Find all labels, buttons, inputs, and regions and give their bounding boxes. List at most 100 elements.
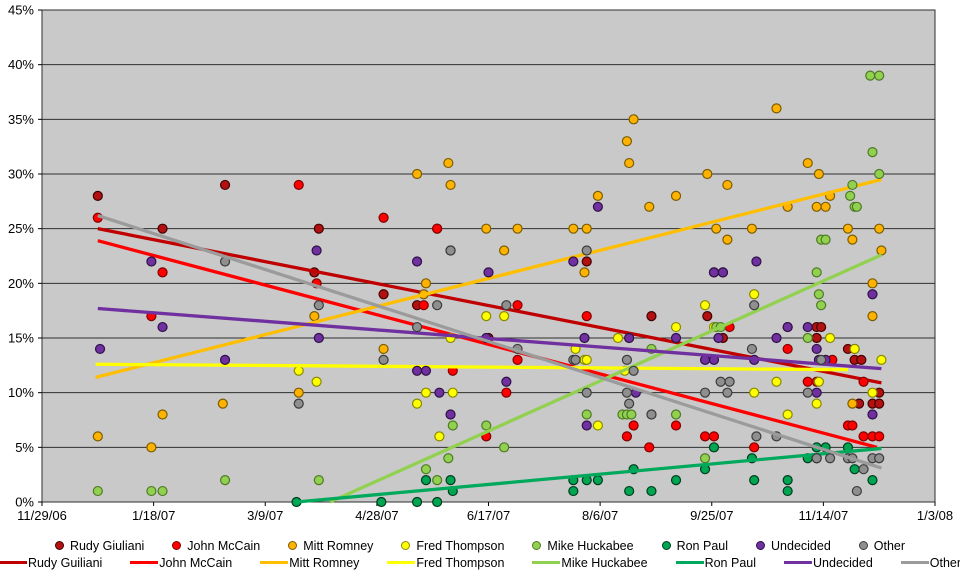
data-point-mike-huckabee <box>802 332 813 344</box>
data-point-mike-huckabee <box>670 409 682 420</box>
data-point-mitt-romney <box>624 157 635 169</box>
data-point-ron-paul <box>592 475 603 486</box>
x-axis-label: 11/14/07 <box>799 508 849 523</box>
data-point-other <box>816 354 827 365</box>
data-point-rudy-giuliani <box>856 354 867 365</box>
data-point-undecided <box>867 409 878 420</box>
data-point-fred-thompson <box>499 311 510 322</box>
data-point-john-mccain <box>749 442 760 453</box>
data-point-mitt-romney <box>702 168 713 180</box>
legend-marker-label: Mike Huckabee <box>547 538 634 553</box>
data-point-undecided <box>94 343 106 355</box>
data-point-other <box>313 300 324 311</box>
data-point-john-mccain <box>874 431 885 442</box>
legend-marker-label: Rudy Giuliani <box>69 538 145 553</box>
data-point-ron-paul <box>411 496 423 508</box>
data-point-mitt-romney <box>802 157 813 169</box>
data-point-other <box>501 300 512 311</box>
legend-line-item-ron-paul: Ron Paul <box>675 555 757 570</box>
data-point-john-mccain <box>802 376 813 387</box>
data-point-mike-huckabee <box>847 179 858 191</box>
trendline-mitt-romney <box>95 177 882 379</box>
y-axis-label: 40% <box>8 57 34 72</box>
ron-paul-trendline-icon <box>675 561 704 564</box>
trendline-undecided <box>97 306 882 371</box>
data-point-other <box>811 453 822 464</box>
legend-line-item-rudy-giuliani: Rudy Guiliani <box>0 556 102 570</box>
rudy-giuliani-marker-icon <box>54 541 64 550</box>
data-point-ron-paul <box>749 475 760 486</box>
data-point-other <box>624 398 635 409</box>
x-axis-label: 1/18/07 <box>132 508 175 523</box>
legend-line-label: Fred Thompson <box>416 555 505 570</box>
data-point-mitt-romney <box>481 223 492 234</box>
data-point-rudy-giuliani <box>581 256 592 267</box>
legend-line-item-undecided: Undecided <box>784 556 873 570</box>
data-point-other <box>628 365 639 376</box>
x-axis-label: 11/29/06 <box>17 508 67 523</box>
data-point-mike-huckabee <box>699 453 711 464</box>
data-point-other <box>715 376 726 387</box>
data-point-other <box>858 464 869 475</box>
data-point-john-mccain <box>621 431 633 442</box>
data-point-mitt-romney <box>876 245 887 256</box>
data-point-john-mccain <box>670 420 682 431</box>
data-point-mike-huckabee <box>851 201 862 212</box>
data-point-mitt-romney <box>378 343 389 355</box>
data-point-rudy-giuliani <box>646 311 657 322</box>
data-point-ron-paul <box>420 475 432 486</box>
data-point-other <box>621 387 633 398</box>
data-point-undecided <box>568 256 579 267</box>
x-axis-label: 1/3/08 <box>917 508 953 523</box>
data-point-undecided <box>219 354 231 365</box>
legend-item-mitt-romney: Mitt Romney <box>288 539 373 553</box>
data-point-mitt-romney <box>420 278 432 289</box>
data-point-other <box>751 431 762 442</box>
data-point-undecided <box>579 332 590 344</box>
rudy-giuliani-trendline-icon <box>0 561 27 564</box>
data-point-undecided <box>782 321 793 333</box>
data-point-undecided <box>146 256 157 267</box>
data-point-john-mccain <box>512 354 523 365</box>
data-point-other <box>411 321 423 333</box>
series-other <box>97 213 885 497</box>
data-point-fred-thompson <box>481 311 492 322</box>
data-point-other <box>570 354 581 365</box>
data-point-mike-huckabee <box>874 70 885 81</box>
data-point-fred-thompson <box>411 398 423 409</box>
data-point-undecided <box>708 267 720 278</box>
data-point-ron-paul <box>568 485 579 497</box>
data-point-rudy-giuliani <box>378 289 389 300</box>
data-point-other <box>724 376 735 387</box>
data-point-ron-paul <box>432 496 443 508</box>
data-point-undecided <box>157 321 168 333</box>
data-point-other <box>749 300 760 311</box>
legend-marker-label: Mitt Romney <box>303 538 374 553</box>
legend-item-undecided: Undecided <box>756 539 831 553</box>
data-point-other <box>722 387 733 398</box>
data-point-other <box>646 409 657 420</box>
data-point-mitt-romney <box>628 114 639 125</box>
data-point-undecided <box>411 256 423 267</box>
data-point-mike-huckabee <box>420 464 432 475</box>
data-point-john-mccain <box>581 311 592 322</box>
data-point-fred-thompson <box>771 376 782 387</box>
data-point-fred-thompson <box>293 365 304 376</box>
data-point-mike-huckabee <box>581 409 592 420</box>
plot-area <box>42 10 935 502</box>
data-point-john-mccain <box>432 223 443 234</box>
data-point-mike-huckabee <box>845 190 856 201</box>
data-point-mike-huckabee <box>820 234 831 245</box>
data-point-john-mccain <box>782 343 793 355</box>
data-point-undecided <box>670 332 682 344</box>
legend-item-mike-huckabee: Mike Huckabee <box>532 538 634 553</box>
legend-item-john-mccain: John McCain <box>172 539 260 553</box>
data-point-other <box>851 485 862 497</box>
data-point-mike-huckabee <box>432 475 443 486</box>
data-point-undecided <box>483 267 494 278</box>
data-point-mitt-romney <box>157 409 168 420</box>
data-point-mike-huckabee <box>313 475 324 486</box>
poll-trends-chart: 0% 5% 10% 15% 20% 25% 30% 35% 40% 45% 11/29/06 1/18… <box>8 3 953 524</box>
legend-line-label: Ron Paul <box>704 555 757 570</box>
